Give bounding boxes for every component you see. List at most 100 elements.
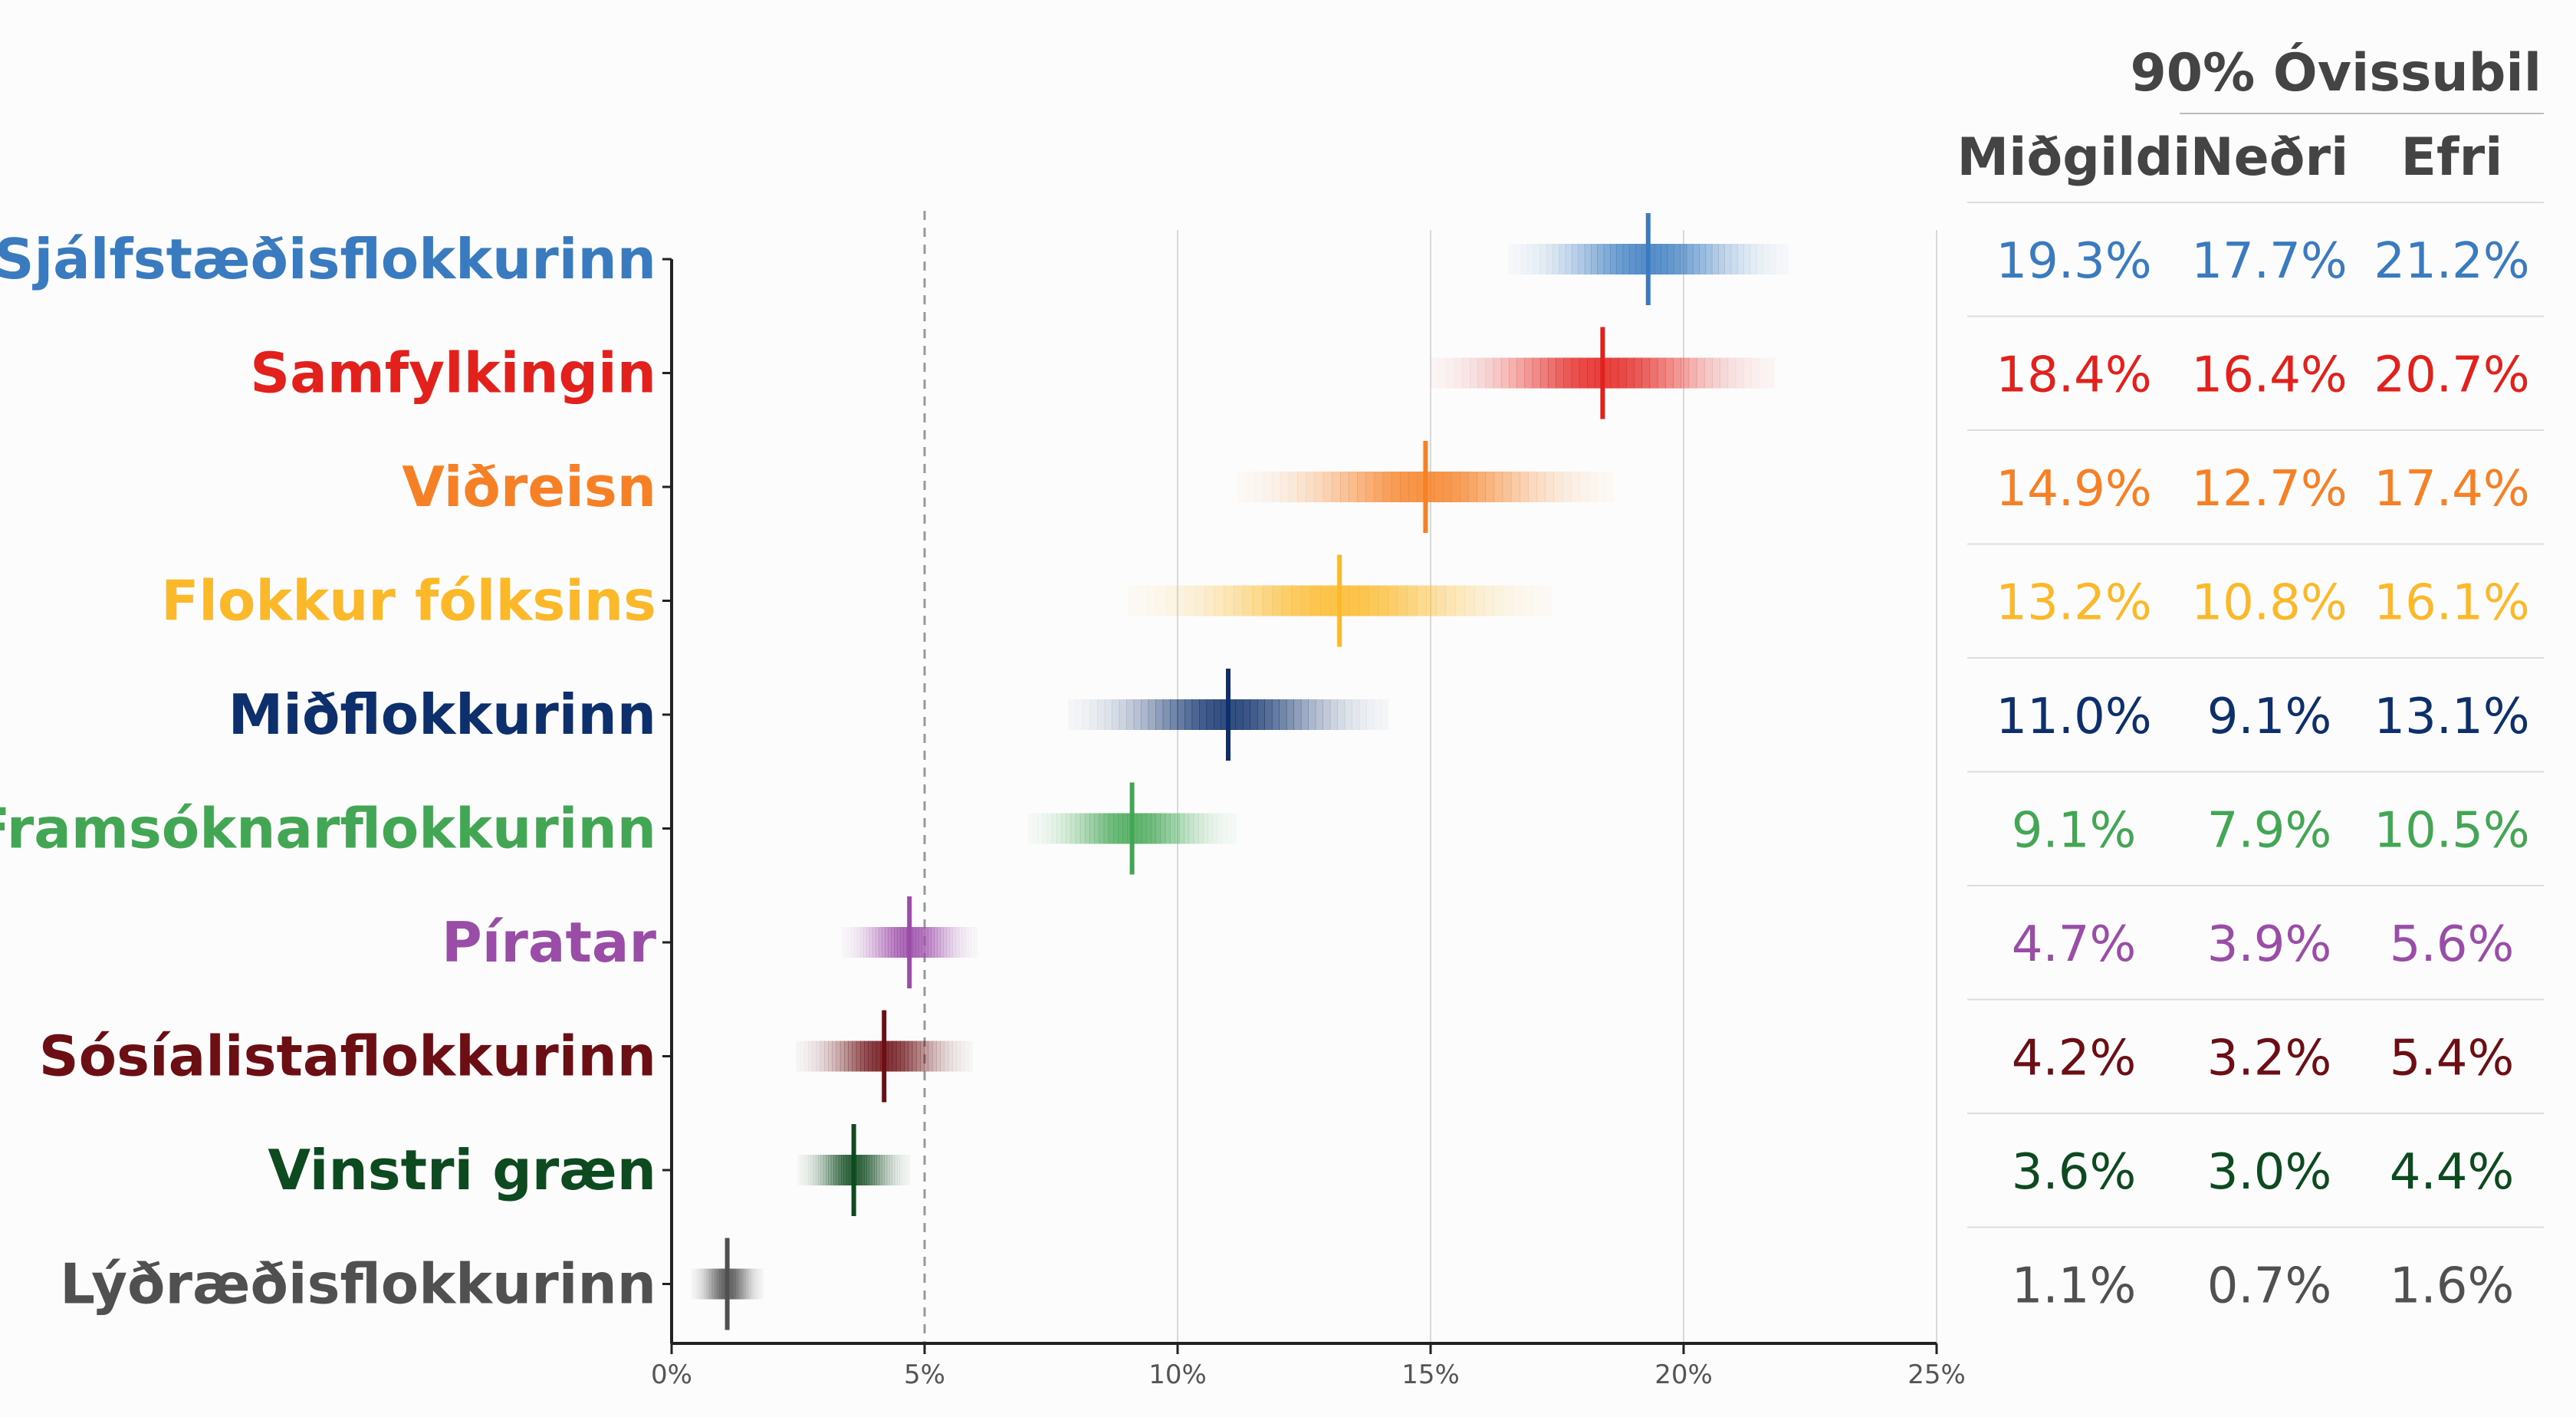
interval-segment <box>1686 244 1694 275</box>
column-header-lower: Neðri <box>2190 127 2349 188</box>
table-cell-lower: 3.2% <box>2207 1031 2332 1087</box>
interval-segment <box>907 1155 910 1185</box>
interval-segment <box>1769 244 1776 275</box>
interval-segment <box>1696 357 1705 389</box>
interval-segment <box>1188 813 1194 844</box>
interval-segment <box>1133 699 1142 730</box>
interval-segment <box>1070 813 1076 844</box>
interval-segment <box>900 1041 905 1072</box>
table-cell-upper: 1.6% <box>2390 1258 2515 1315</box>
interval-segment <box>928 1041 933 1072</box>
interval-segment <box>812 1041 817 1072</box>
interval-segment <box>1641 357 1651 389</box>
interval-segment <box>1610 244 1617 275</box>
interval-segment <box>1720 357 1729 389</box>
interval-segment <box>826 1155 830 1185</box>
table-cell-upper: 21.2% <box>2374 233 2529 290</box>
interval-segment <box>1089 699 1098 730</box>
interval-segment <box>757 1268 759 1300</box>
interval-segment <box>1381 699 1388 730</box>
interval-segment <box>1692 244 1700 275</box>
table-cell-lower: 0.7% <box>2207 1258 2332 1315</box>
table-cell-median: 14.9% <box>1996 461 2151 518</box>
interval-segment <box>828 1041 833 1072</box>
interval-segment <box>1246 472 1256 502</box>
interval-segment <box>879 1155 882 1185</box>
interval-segment <box>1112 699 1120 730</box>
interval-segment <box>961 927 966 958</box>
interval-segment <box>1037 813 1043 844</box>
interval-segment <box>1602 357 1612 389</box>
interval-segment <box>1339 585 1350 616</box>
interval-segment <box>971 927 975 958</box>
interval-segment <box>813 1155 816 1185</box>
table-cell-lower: 12.7% <box>2191 461 2347 518</box>
interval-segment <box>1519 472 1529 502</box>
interval-segment <box>1262 585 1273 616</box>
interval-segment <box>889 1155 892 1185</box>
interval-segment <box>836 1155 840 1185</box>
interval-segment <box>830 1155 834 1185</box>
interval-segment <box>1344 699 1352 730</box>
interval-segment <box>805 1155 809 1185</box>
interval-segment <box>842 927 846 958</box>
interval-segment <box>807 1155 811 1185</box>
interval-segment <box>1257 699 1266 730</box>
interval-segment <box>1493 357 1502 389</box>
interval-segment <box>702 1268 705 1300</box>
table-cell-median: 4.2% <box>2012 1031 2137 1087</box>
party-label: Miðflokkurinn <box>228 682 656 747</box>
interval-segment <box>1425 472 1435 502</box>
interval-segment <box>732 1268 734 1300</box>
interval-segment <box>1542 586 1552 616</box>
party-label: Sósíalistaflokkurinn <box>39 1024 656 1089</box>
interval-segment <box>1263 472 1273 502</box>
interval-segment <box>871 1155 875 1185</box>
axes: 0% 5% 10% 15% 20% 25% <box>651 258 1966 1390</box>
interval-segment <box>1572 244 1579 275</box>
interval-segment <box>808 1041 813 1072</box>
interval-segment <box>1513 585 1523 616</box>
interval-segment <box>1075 813 1081 844</box>
interval-segment <box>1596 472 1605 502</box>
interval-segment <box>894 1155 898 1185</box>
interval-segment <box>750 1268 753 1300</box>
interval-segment <box>840 1041 845 1072</box>
interval-segment <box>1416 585 1427 616</box>
interval-segment <box>1108 813 1114 844</box>
interval-segment <box>1730 244 1738 275</box>
table-group-header: 90% Óvissubil <box>2130 42 2542 104</box>
interval-segment <box>1484 585 1494 616</box>
interval-segment <box>1539 244 1547 275</box>
interval-segment <box>1051 813 1057 844</box>
interval-segment <box>1300 585 1312 616</box>
interval-segment <box>741 1268 744 1300</box>
interval-segment <box>915 927 919 958</box>
interval-segment <box>1503 585 1513 616</box>
interval-segment <box>1378 585 1388 616</box>
interval-segment <box>717 1268 720 1300</box>
interval-segment <box>692 1268 695 1300</box>
interval-segment <box>1141 699 1149 730</box>
table-cell-median: 3.6% <box>2012 1144 2137 1201</box>
interval-segment <box>1664 357 1674 389</box>
interval-segment <box>1075 699 1083 730</box>
interval-segment <box>964 927 969 958</box>
interval-segment <box>1705 244 1713 275</box>
interval-segment <box>1151 813 1157 844</box>
interval-segment <box>1206 699 1214 730</box>
interval-segment <box>903 927 907 958</box>
interval-segment <box>1510 472 1520 502</box>
interval-segment <box>951 1041 957 1072</box>
interval-segment <box>1618 357 1627 389</box>
x-tick-label: 25% <box>1907 1359 1966 1390</box>
interval-segment <box>875 927 879 958</box>
interval-segment <box>844 1041 849 1072</box>
interval-segment <box>1556 357 1565 389</box>
interval-segment <box>848 1155 852 1185</box>
interval-segment <box>936 1041 941 1072</box>
interval-segment <box>836 1041 841 1072</box>
interval-segment <box>1735 357 1744 389</box>
interval-segment <box>869 1155 872 1185</box>
interval-segment <box>1359 585 1369 616</box>
